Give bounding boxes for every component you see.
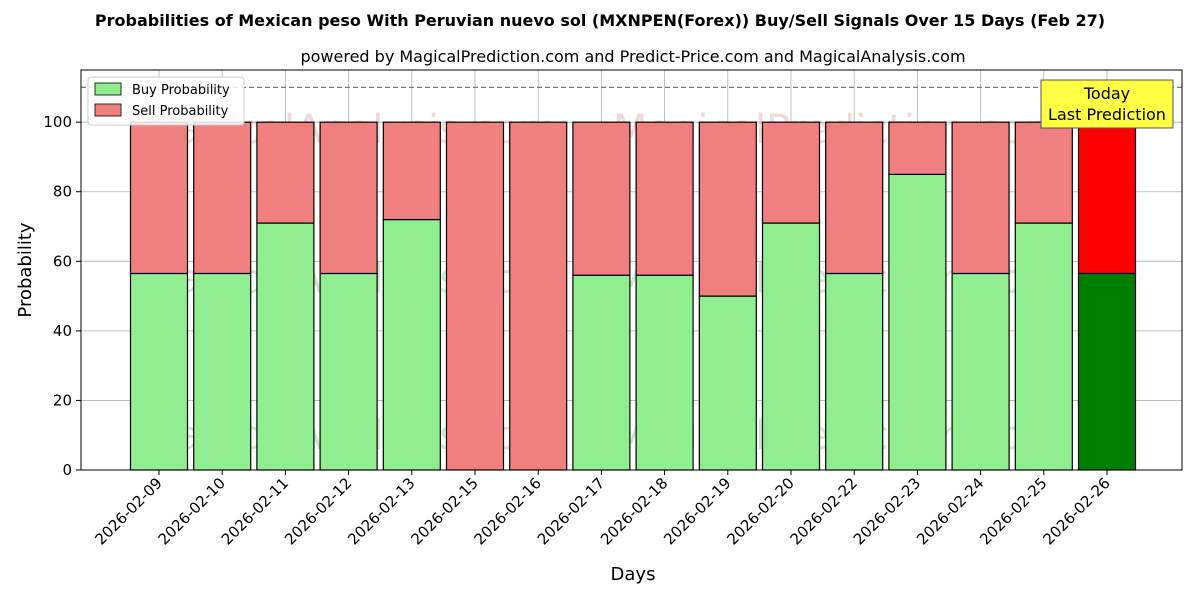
today-annotation: Today Last Prediction [1040,79,1174,129]
x-tick-label: 2026-02-12 [281,474,355,548]
bar-sell [319,121,378,275]
x-tick-label: 2026-02-10 [155,474,229,548]
bar-buy [635,274,694,471]
y-axis-label: Probability [15,222,36,317]
bar-sell [825,121,884,275]
bar-buy [382,218,441,471]
legend-swatch-buy [94,82,122,96]
legend-label-buy: Buy Probability [132,83,230,98]
legend: Buy Probability Sell Probability [87,76,245,126]
bar-sell [761,121,821,224]
y-tick-label: 80 [53,183,72,201]
bar-sell [951,121,1010,275]
bar-sell [129,121,189,275]
bar-sell [888,121,947,175]
bars [129,121,1137,471]
bar-sell [1077,121,1137,275]
bar-buy [698,295,757,471]
y-axis: 0 20 40 60 80 100 [43,113,81,479]
bar-buy [572,274,631,471]
bar-buy [1077,272,1137,471]
y-tick-label: 20 [53,391,72,409]
bar-buy [825,272,884,471]
y-tick-label: 40 [53,322,72,340]
legend-box [87,76,245,126]
chart-subtitle: powered by MagicalPrediction.com and Pre… [300,47,965,66]
x-tick-label: 2026-02-20 [723,474,797,548]
today-label: Today [1083,84,1130,103]
x-tick-label: 2026-02-25 [976,474,1050,548]
chart-title: Probabilities of Mexican peso With Peruv… [95,11,1105,30]
bar-buy [319,272,378,471]
bar-sell [572,121,631,276]
x-tick-label: 2026-02-09 [91,474,165,548]
bar-buy [761,222,821,471]
bar-sell [509,121,568,471]
x-tick-label: 2026-02-17 [534,474,608,548]
x-tick-label: 2026-02-24 [913,474,987,548]
x-tick-label: 2026-02-26 [1039,474,1113,548]
bar-sell [382,121,441,221]
bar-buy [129,272,189,471]
x-tick-label: 2026-02-15 [407,474,481,548]
plot-frame [80,69,1183,471]
x-tick-label: 2026-02-19 [660,474,734,548]
legend-label-sell: Sell Probability [132,104,229,119]
x-tick-label: 2026-02-23 [850,474,924,548]
x-axis-label: Days [611,564,656,585]
x-tick-label: 2026-02-18 [597,474,671,548]
bar-sell [635,121,694,276]
bar-buy [1014,222,1073,471]
bar-buy [951,272,1010,471]
bar-buy [256,222,315,471]
bar-sell [193,121,252,275]
bar-buy [193,272,252,471]
bar-sell [256,121,315,224]
y-tick-label: 60 [53,252,72,270]
x-tick-label: 2026-02-16 [471,474,545,548]
y-tick-label: 0 [62,461,72,479]
last-prediction-label: Last Prediction [1048,105,1166,124]
bar-sell [445,121,505,471]
x-axis: 2026-02-092026-02-102026-02-112026-02-12… [91,470,1114,548]
x-tick-label: 2026-02-11 [218,474,292,548]
x-tick-label: 2026-02-22 [787,474,861,548]
bar-sell [1014,121,1073,224]
bar-sell [698,121,757,297]
legend-swatch-sell [94,103,122,117]
x-tick-label: 2026-02-13 [344,474,418,548]
bar-buy [888,173,947,471]
today-box [1040,79,1174,129]
y-tick-label: 100 [43,113,72,131]
